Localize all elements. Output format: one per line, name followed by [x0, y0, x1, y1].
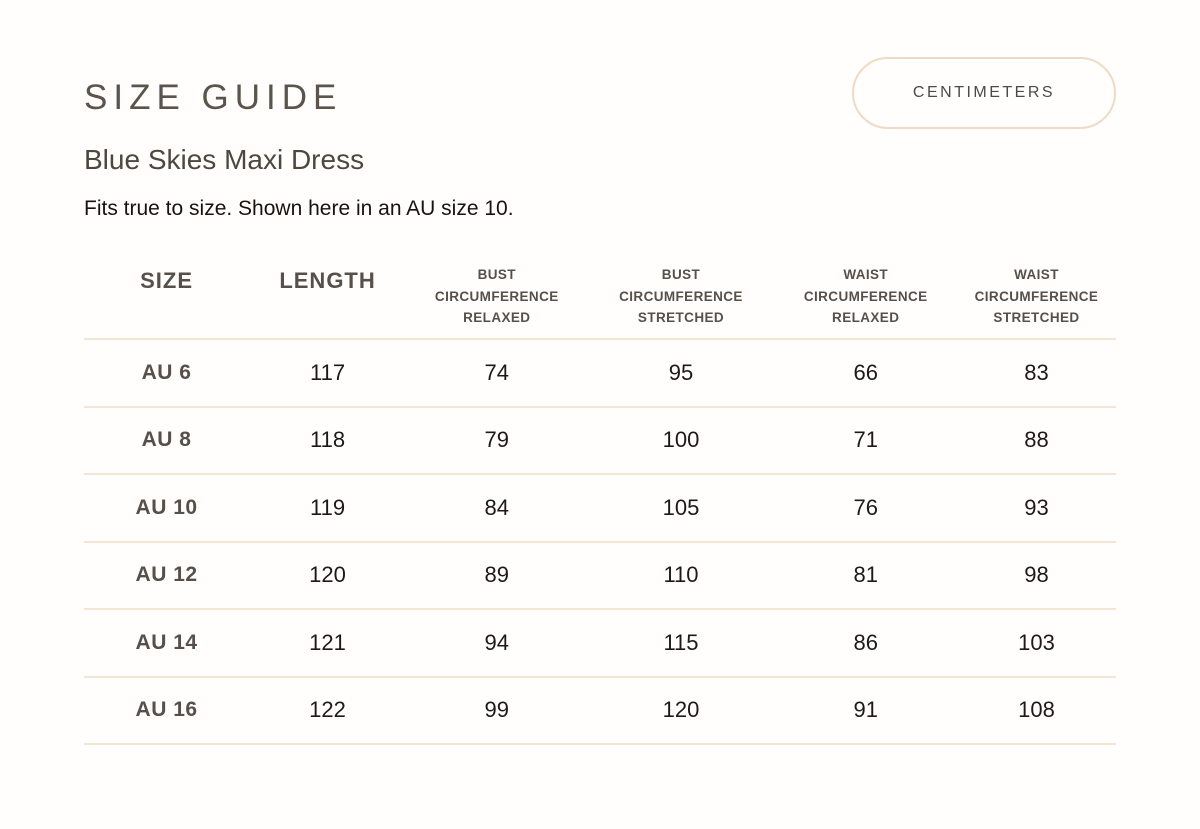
measurement-cell: 103 [1018, 629, 1055, 655]
measurement-cell: 117 [310, 359, 346, 385]
measurement-cell: 81 [853, 562, 878, 588]
measurement-cell: 76 [853, 494, 878, 520]
measurement-cell: 95 [668, 359, 694, 385]
table-row: AU 6 117 74 95 66 83 [84, 340, 1116, 408]
table-row: AU 16 122 99 120 91 108 [84, 678, 1116, 745]
column-header-bust-stretched: BUST CIRCUMFERENCE STRETCHED [619, 267, 743, 326]
page-title: SIZE GUIDE [84, 78, 343, 117]
size-cell: AU 16 [135, 698, 198, 722]
size-cell: AU 6 [141, 360, 192, 384]
measurement-cell: 83 [1024, 359, 1049, 385]
measurement-cell: 86 [853, 629, 878, 655]
measurement-cell: 79 [484, 427, 510, 453]
measurement-cell: 118 [310, 427, 346, 453]
measurement-cell: 100 [662, 427, 700, 453]
column-header-waist-relaxed: WAIST CIRCUMFERENCE RELAXED [803, 267, 928, 326]
column-header-waist-stretched: WAIST CIRCUMFERENCE STRETCHED [974, 267, 1099, 326]
measurement-cell: 71 [853, 427, 878, 453]
size-cell: AU 10 [135, 495, 198, 519]
measurement-cell: 99 [484, 697, 510, 723]
measurement-cell: 88 [1024, 427, 1049, 453]
measurement-cell: 121 [309, 629, 346, 655]
table-row: AU 12 120 89 110 81 98 [84, 543, 1116, 610]
measurement-cell: 89 [484, 562, 510, 588]
measurement-cell: 91 [853, 697, 878, 723]
measurement-cell: 84 [484, 494, 510, 520]
measurement-cell: 120 [309, 562, 346, 588]
column-header-length: LENGTH [279, 268, 376, 293]
measurement-cell: 122 [309, 697, 346, 723]
size-table: SIZE LENGTH BUST CIRCUMFERENCE RELAXED B… [84, 264, 1116, 745]
column-header-bust-relaxed: BUST CIRCUMFERENCE RELAXED [434, 267, 559, 326]
measurement-cell: 108 [1018, 697, 1055, 723]
units-toggle-button[interactable]: CENTIMETERS [852, 57, 1116, 129]
measurement-cell: 115 [663, 629, 699, 655]
measurement-cell: 74 [484, 359, 510, 385]
table-row: AU 8 118 79 100 71 88 [84, 408, 1116, 475]
fit-note: Fits true to size. Shown here in an AU s… [84, 197, 514, 220]
measurement-cell: 98 [1024, 562, 1049, 588]
measurement-cell: 105 [662, 494, 700, 520]
measurement-cell: 66 [853, 359, 878, 385]
table-row: AU 10 119 84 105 76 93 [84, 475, 1116, 543]
table-header-row: SIZE LENGTH BUST CIRCUMFERENCE RELAXED B… [84, 264, 1116, 340]
product-name: Blue Skies Maxi Dress [84, 144, 365, 175]
measurement-cell: 93 [1024, 494, 1049, 520]
size-cell: AU 14 [135, 630, 198, 654]
size-cell: AU 12 [135, 563, 198, 587]
header-row: SIZE GUIDE CENTIMETERS [84, 0, 1116, 129]
measurement-cell: 119 [310, 494, 346, 520]
column-header-size: SIZE [140, 268, 193, 293]
measurement-cell: 120 [662, 697, 700, 723]
table-row: AU 14 121 94 115 86 103 [84, 610, 1116, 678]
size-cell: AU 8 [141, 428, 192, 452]
measurement-cell: 94 [484, 629, 510, 655]
measurement-cell: 110 [663, 562, 699, 588]
